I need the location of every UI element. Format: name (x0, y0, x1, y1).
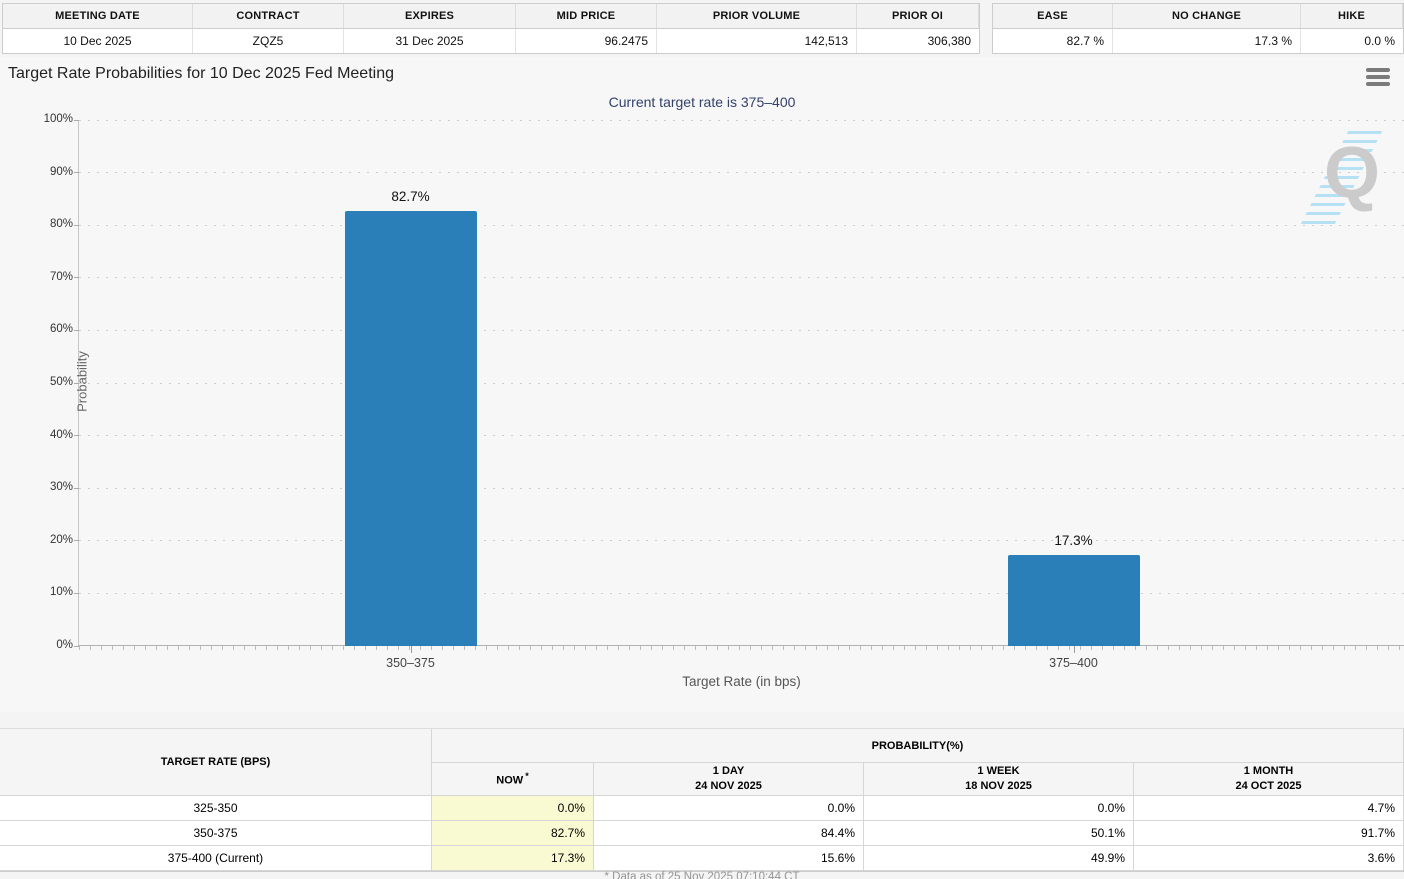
y-tick-mark (74, 119, 79, 121)
y-tick-label: 60% (49, 323, 73, 336)
hamburger-icon (1366, 68, 1390, 72)
table-row-1day-value: 0.0% (594, 796, 864, 821)
chart-title: Target Rate Probabilities for 10 Dec 202… (8, 65, 394, 82)
y-tick-label: 10% (49, 586, 73, 599)
info-value-prior-volume: 142,513 (657, 29, 857, 53)
y-tick-mark (74, 540, 79, 542)
info-header-contract: CONTRACT (193, 4, 344, 29)
probability-history-table: TARGET RATE (BPS) PROBABILITY(%) NOW * 1 … (0, 728, 1404, 872)
y-tick-label: 80% (49, 218, 73, 231)
y-tick-mark (74, 435, 79, 437)
y-gridline (79, 592, 1404, 594)
y-tick-label: 0% (56, 639, 73, 651)
probability-group-header: PROBABILITY(%) (432, 729, 1404, 763)
now-asterisk: * (525, 770, 529, 781)
info-value-meeting-date: 10 Dec 2025 (3, 29, 193, 53)
y-gridline (79, 382, 1404, 384)
y-tick-mark (74, 329, 79, 331)
y-tick-label: 70% (49, 270, 73, 283)
y-tick-mark (74, 277, 79, 279)
info-header-meeting-date: MEETING DATE (3, 4, 193, 29)
x-category-label: 375–400 (1049, 656, 1098, 670)
info-value-expires: 31 Dec 2025 (344, 29, 516, 53)
y-tick-label: 100% (43, 113, 73, 125)
column-header-1-day: 1 DAY 24 NOV 2025 (594, 763, 864, 796)
info-value-prior-oi: 306,380 (857, 29, 979, 53)
x-category-label: 350–375 (386, 656, 435, 670)
move-value-ease: 82.7 % (993, 29, 1113, 53)
move-header-ease: EASE (993, 4, 1113, 29)
table-row-1week-value: 50.1% (864, 821, 1134, 846)
x-axis-title: Target Rate (in bps) (682, 674, 801, 689)
table-row-target-rate: 350-375 (0, 821, 432, 846)
column-header-now: NOW * (432, 763, 594, 796)
table-row-1week-value: 49.9% (864, 846, 1134, 871)
table-row-1week-value: 0.0% (864, 796, 1134, 821)
data-asof-footnote: * Data as of 25 Nov 2025 07:10:44 CT (604, 871, 800, 879)
info-header-expires: EXPIRES (344, 4, 516, 29)
y-axis-title: Probability (74, 350, 90, 412)
table-row-1month-value: 3.6% (1134, 846, 1404, 871)
contract-info-table: MEETING DATE CONTRACT EXPIRES MID PRICE … (2, 3, 980, 54)
column-header-1-month: 1 MONTH 24 OCT 2025 (1134, 763, 1404, 796)
bar-value-label: 82.7% (391, 188, 430, 204)
x-category-tick (1073, 646, 1075, 653)
move-value-no-change: 17.3 % (1113, 29, 1301, 53)
info-value-contract: ZQZ5 (193, 29, 344, 53)
y-tick-mark (74, 172, 79, 174)
y-gridline (79, 540, 1404, 542)
y-tick-label: 40% (49, 428, 73, 441)
move-header-hike: HIKE (1301, 4, 1403, 29)
bar-value-label: 17.3% (1054, 533, 1093, 548)
y-gridline (79, 172, 1404, 174)
info-header-prior-oi: PRIOR OI (857, 4, 979, 29)
move-header-no-change: NO CHANGE (1113, 4, 1301, 29)
rate-move-probability-table: EASE NO CHANGE HIKE 82.7 % 17.3 % 0.0 % (992, 3, 1404, 54)
probability-bar[interactable] (1007, 555, 1140, 646)
table-row-1month-value: 4.7% (1134, 796, 1404, 821)
table-row-target-rate: 375-400 (Current) (0, 846, 432, 871)
info-header-prior-volume: PRIOR VOLUME (657, 4, 857, 29)
y-tick-label: 20% (49, 533, 73, 546)
target-rate-column-header: TARGET RATE (BPS) (0, 729, 432, 796)
table-row-now-value: 0.0% (432, 796, 594, 821)
column-header-1-week: 1 WEEK 18 NOV 2025 (864, 763, 1134, 796)
y-gridline (79, 329, 1404, 331)
y-tick-mark (74, 645, 79, 647)
y-tick-label: 90% (49, 165, 73, 178)
table-row-now-value: 82.7% (432, 821, 594, 846)
target-rate-probabilities-chart: Target Rate Probabilities for 10 Dec 202… (0, 57, 1404, 712)
info-header-mid-price: MID PRICE (516, 4, 657, 29)
table-row-1month-value: 91.7% (1134, 821, 1404, 846)
y-tick-label: 50% (49, 376, 73, 388)
table-row-1day-value: 84.4% (594, 821, 864, 846)
y-gridline (79, 277, 1404, 279)
y-tick-mark (74, 592, 79, 594)
x-axis-minor-ticks (79, 646, 1404, 650)
table-row-target-rate: 325-350 (0, 796, 432, 821)
y-tick-mark (74, 224, 79, 226)
y-tick-mark (74, 487, 79, 489)
chart-menu-button[interactable] (1366, 67, 1390, 87)
x-category-tick (410, 646, 412, 653)
chart-subtitle: Current target rate is 375–400 (608, 94, 796, 110)
y-tick-mark (74, 382, 79, 384)
probability-bar[interactable] (344, 210, 477, 646)
table-row-now-value: 17.3% (432, 846, 594, 871)
y-gridline (79, 487, 1404, 489)
y-gridline (79, 119, 1404, 121)
move-value-hike: 0.0 % (1301, 29, 1403, 53)
y-gridline (79, 435, 1404, 437)
plot-area: Probability Target Rate (in bps) 0% 10% 20… (44, 113, 1404, 689)
info-value-mid-price: 96.2475 (516, 29, 657, 53)
table-row-1day-value: 15.6% (594, 846, 864, 871)
y-tick-label: 30% (49, 481, 73, 494)
y-gridline (79, 224, 1404, 226)
